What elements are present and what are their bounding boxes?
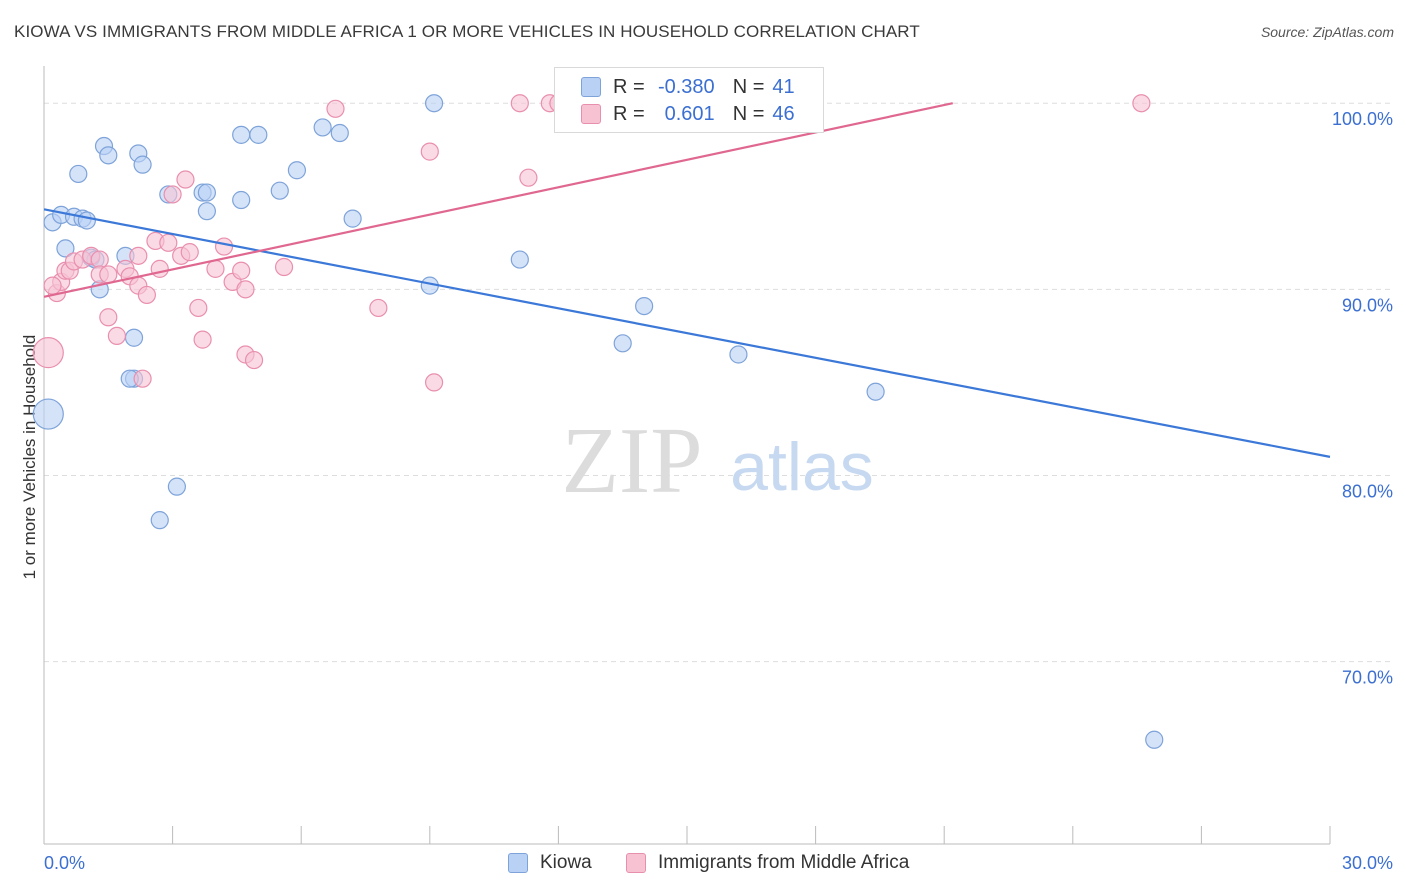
kiowa-point-37 (635, 297, 654, 316)
legend-row-kiowa: R = -0.380 N = 41 (581, 74, 795, 100)
immigrants-point-17 (133, 369, 152, 388)
correlation-legend: R = -0.380 N = 41 R = 0.601 N = 46 (554, 67, 824, 133)
kiowa-point-21 (167, 477, 186, 496)
immigrants-trend-line (43, 102, 954, 298)
kiowa-point-0 (32, 398, 64, 430)
watermark: ZIP atlas (562, 409, 874, 513)
immigrants-point-15 (129, 246, 148, 265)
immigrants-r-label: R = (613, 102, 645, 125)
kiowa-point-39 (866, 382, 885, 401)
kiowa-point-26 (232, 125, 251, 144)
y-tick-label-2: 90.0% (1342, 295, 1393, 315)
immigrants-point-29 (214, 237, 234, 256)
immigrants-point-39 (424, 373, 444, 392)
immigrants-swatch (581, 104, 601, 124)
y-tick-label-1: 80.0% (1342, 481, 1393, 501)
kiowa-point-19 (150, 511, 169, 530)
kiowa-point-5 (69, 164, 88, 184)
immigrants-point-40 (510, 94, 529, 113)
kiowa-point-29 (287, 161, 307, 180)
immigrants-point-25 (180, 243, 199, 262)
immigrants-point-31 (232, 261, 251, 280)
kiowa-point-15 (124, 328, 144, 347)
immigrants-point-45 (43, 276, 62, 295)
source-credit: Source: ZipAtlas.com (1260, 24, 1394, 40)
kiowa-r-value: -0.380 (657, 75, 715, 98)
immigrants-point-38 (420, 142, 439, 161)
chart-title: KIOWA VS IMMIGRANTS FROM MIDDLE AFRICA 1… (14, 22, 920, 41)
immigrants-point-26 (189, 298, 208, 318)
x-tick-label-1: 30.0% (1342, 853, 1393, 873)
immigrants-point-27 (193, 330, 212, 349)
immigrants-point-37 (369, 298, 388, 318)
watermark-zip: ZIP (562, 409, 703, 513)
kiowa-n-value: 41 (772, 75, 795, 98)
kiowa-point-28 (270, 181, 289, 200)
kiowa-point-12 (99, 146, 118, 165)
series-legend: Kiowa Immigrants from Middle Africa (0, 852, 1406, 878)
immigrants-point-44 (1132, 94, 1151, 113)
immigrants-point-10 (99, 265, 118, 284)
kiowa-legend-label: Kiowa (540, 852, 592, 873)
watermark-atlas: atlas (730, 429, 874, 505)
series-legend-kiowa: Kiowa (508, 852, 592, 874)
kiowa-point-27 (249, 125, 268, 144)
kiowa-point-34 (424, 94, 444, 113)
x-tick-label-0: 0.0% (44, 853, 85, 873)
immigrants-point-34 (244, 350, 264, 370)
kiowa-point-32 (343, 209, 362, 228)
trend-lines (43, 102, 1331, 458)
immigrants-point-20 (150, 259, 169, 278)
tick-labels: 70.0% 80.0% 90.0% 100.0% 0.0% 30.0% (44, 109, 1393, 873)
y-tick-label-3: 100.0% (1332, 109, 1393, 129)
kiowa-legend-swatch (508, 853, 528, 873)
legend-row-immigrants: R = 0.601 N = 46 (581, 101, 795, 127)
gridlines (44, 102, 1392, 663)
immigrants-point-32 (236, 280, 255, 299)
kiowa-point-24 (197, 202, 216, 221)
immigrants-point-24 (176, 170, 195, 189)
immigrants-point-35 (274, 257, 294, 277)
kiowa-point-3 (56, 239, 75, 258)
immigrants-point-12 (107, 326, 126, 345)
immigrants-point-0 (32, 337, 64, 369)
immigrants-point-36 (326, 99, 345, 118)
kiowa-r-label: R = (613, 75, 645, 98)
kiowa-swatch (581, 77, 601, 97)
kiowa-point-40 (1145, 730, 1164, 749)
immigrants-point-28 (206, 259, 225, 278)
axes (43, 66, 1331, 845)
series-legend-immigrants: Immigrants from Middle Africa (626, 852, 909, 874)
immigrants-point-21 (159, 233, 178, 252)
immigrants-point-22 (163, 185, 182, 204)
data-points (32, 94, 1164, 749)
kiowa-point-25 (232, 190, 251, 210)
kiowa-point-17 (133, 155, 152, 174)
kiowa-point-38 (729, 345, 748, 364)
immigrants-point-41 (519, 168, 538, 187)
kiowa-point-7 (77, 211, 96, 230)
kiowa-point-35 (510, 250, 529, 269)
kiowa-point-23 (197, 183, 216, 202)
immigrants-r-value: 0.601 (664, 102, 715, 125)
y-tick-label-0: 70.0% (1342, 668, 1393, 688)
immigrants-n-value: 46 (772, 102, 795, 125)
immigrants-n-label: N = (732, 102, 765, 125)
immigrants-legend-label: Immigrants from Middle Africa (658, 852, 910, 873)
immigrants-point-18 (137, 285, 156, 305)
immigrants-legend-swatch (626, 853, 646, 873)
kiowa-point-30 (313, 118, 332, 137)
kiowa-n-label: N = (732, 75, 765, 98)
kiowa-point-31 (330, 123, 349, 143)
immigrants-point-11 (99, 308, 118, 327)
kiowa-point-36 (613, 334, 632, 353)
